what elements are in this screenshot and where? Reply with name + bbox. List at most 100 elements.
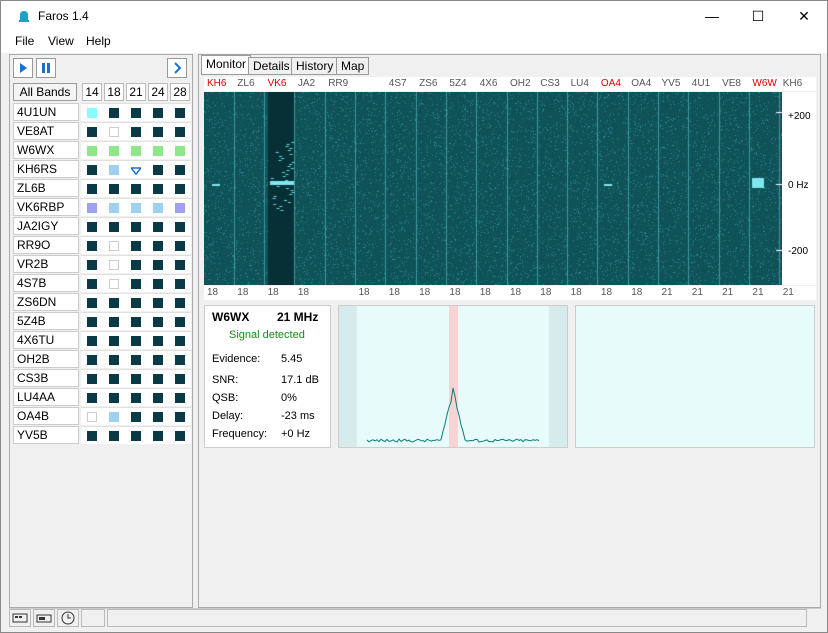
beacon-row[interactable]: KH6RS	[13, 160, 192, 178]
beacon-row[interactable]: YV5B	[13, 426, 192, 444]
band-cell[interactable]	[125, 293, 147, 311]
band-cell[interactable]	[81, 236, 103, 254]
band-cell[interactable]	[125, 103, 147, 121]
band-cell[interactable]	[81, 103, 103, 121]
band-header-28[interactable]: 28	[170, 83, 190, 101]
band-cell[interactable]	[103, 369, 125, 387]
band-cell[interactable]	[81, 369, 103, 387]
band-cell[interactable]	[125, 122, 147, 140]
band-cell[interactable]	[169, 122, 191, 140]
band-cell[interactable]	[125, 388, 147, 406]
band-cell[interactable]	[103, 293, 125, 311]
beacon-row[interactable]: LU4AA	[13, 388, 192, 406]
band-cell[interactable]	[147, 255, 169, 273]
band-cell[interactable]	[81, 122, 103, 140]
beacon-row[interactable]: OA4B	[13, 407, 192, 425]
beacon-row[interactable]: 4S7B	[13, 274, 192, 292]
beacon-callsign[interactable]: VR2B	[13, 255, 79, 273]
tab-details[interactable]: Details	[248, 57, 295, 75]
beacon-row[interactable]: CS3B	[13, 369, 192, 387]
band-cell[interactable]	[81, 274, 103, 292]
band-cell[interactable]	[125, 274, 147, 292]
band-cell[interactable]	[103, 122, 125, 140]
menu-help[interactable]: Help	[86, 34, 111, 48]
band-cell[interactable]	[147, 426, 169, 444]
band-cell[interactable]	[103, 407, 125, 425]
band-header-24[interactable]: 24	[148, 83, 168, 101]
beacon-row[interactable]: 4U1UN	[13, 103, 192, 121]
band-cell[interactable]	[103, 312, 125, 330]
band-cell[interactable]	[169, 312, 191, 330]
band-cell[interactable]	[169, 198, 191, 216]
band-cell[interactable]	[103, 350, 125, 368]
band-cell[interactable]	[147, 198, 169, 216]
beacon-row[interactable]: ZL6B	[13, 179, 192, 197]
status-keyboard-icon[interactable]	[9, 609, 31, 627]
beacon-row[interactable]: VR2B	[13, 255, 192, 273]
beacon-callsign[interactable]: 5Z4B	[13, 312, 79, 330]
band-header-14[interactable]: 14	[82, 83, 102, 101]
band-cell[interactable]	[103, 198, 125, 216]
band-cell[interactable]	[103, 331, 125, 349]
band-cell[interactable]	[147, 388, 169, 406]
band-cell[interactable]	[81, 179, 103, 197]
band-cell[interactable]	[147, 217, 169, 235]
band-cell[interactable]	[147, 141, 169, 159]
menu-view[interactable]: View	[48, 34, 74, 48]
all-bands-button[interactable]: All Bands	[13, 83, 77, 101]
beacon-row[interactable]: JA2IGY	[13, 217, 192, 235]
band-cell[interactable]	[169, 103, 191, 121]
band-cell[interactable]	[147, 350, 169, 368]
band-cell[interactable]	[125, 255, 147, 273]
beacon-callsign[interactable]: CS3B	[13, 369, 79, 387]
band-cell[interactable]	[103, 141, 125, 159]
band-cell[interactable]	[103, 274, 125, 292]
band-cell[interactable]	[147, 274, 169, 292]
beacon-row[interactable]: ZS6DN	[13, 293, 192, 311]
beacon-callsign[interactable]: RR9O	[13, 236, 79, 254]
band-header-21[interactable]: 21	[126, 83, 146, 101]
pause-button[interactable]	[36, 58, 56, 78]
band-cell[interactable]	[81, 312, 103, 330]
band-cell[interactable]	[147, 331, 169, 349]
band-cell[interactable]	[147, 369, 169, 387]
band-cell[interactable]	[81, 407, 103, 425]
band-cell[interactable]	[125, 426, 147, 444]
band-cell[interactable]	[169, 426, 191, 444]
beacon-callsign[interactable]: OH2B	[13, 350, 79, 368]
band-cell[interactable]	[81, 331, 103, 349]
menu-file[interactable]: File	[15, 34, 35, 48]
beacon-callsign[interactable]: VE8AT	[13, 122, 79, 140]
beacon-row[interactable]: W6WX	[13, 141, 192, 159]
band-cell[interactable]	[81, 388, 103, 406]
band-cell[interactable]	[125, 407, 147, 425]
band-cell[interactable]	[169, 217, 191, 235]
beacon-callsign[interactable]: 4S7B	[13, 274, 79, 292]
band-cell[interactable]	[103, 426, 125, 444]
band-cell[interactable]	[169, 236, 191, 254]
close-button[interactable]: ✕	[798, 8, 810, 24]
band-cell[interactable]	[125, 350, 147, 368]
band-cell[interactable]	[147, 103, 169, 121]
band-cell[interactable]	[103, 179, 125, 197]
band-cell[interactable]	[103, 255, 125, 273]
band-cell[interactable]	[147, 312, 169, 330]
beacon-row[interactable]: 4X6TU	[13, 331, 192, 349]
beacon-callsign[interactable]: YV5B	[13, 426, 79, 444]
band-cell[interactable]	[81, 217, 103, 235]
beacon-callsign[interactable]: KH6RS	[13, 160, 79, 178]
band-cell[interactable]	[169, 331, 191, 349]
band-header-18[interactable]: 18	[104, 83, 124, 101]
band-cell[interactable]	[147, 293, 169, 311]
band-cell[interactable]	[125, 369, 147, 387]
band-cell[interactable]	[169, 179, 191, 197]
band-cell[interactable]	[125, 312, 147, 330]
beacon-row[interactable]: RR9O	[13, 236, 192, 254]
status-radio-icon[interactable]	[33, 609, 55, 627]
tab-map[interactable]: Map	[336, 57, 370, 75]
beacon-callsign[interactable]: JA2IGY	[13, 217, 79, 235]
beacon-callsign[interactable]: 4X6TU	[13, 331, 79, 349]
band-cell[interactable]	[169, 369, 191, 387]
title-bar[interactable]: Faros 1.4 — ☐ ✕	[1, 1, 827, 31]
beacon-callsign[interactable]: LU4AA	[13, 388, 79, 406]
